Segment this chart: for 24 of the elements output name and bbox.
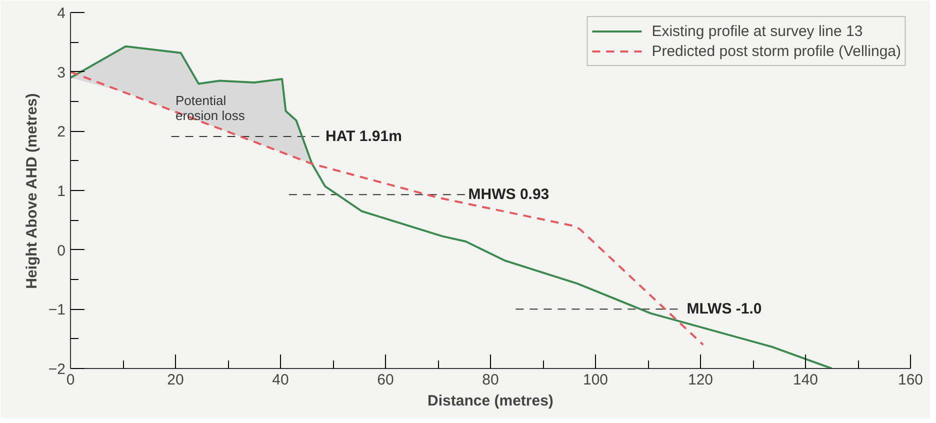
y-axis-title: Height Above AHD (metres) [23, 93, 40, 289]
y-tick-label: 0 [57, 242, 66, 260]
ref-line-label: HAT 1.91m [326, 128, 402, 146]
y-tick-label: 3 [57, 64, 66, 82]
y-tick-label: −1 [48, 302, 66, 319]
x-tick-label: 40 [272, 372, 289, 388]
x-tick-label: 140 [792, 372, 818, 388]
legend-label: Predicted post storm profile (Vellinga) [652, 42, 901, 60]
x-axis-title: Distance (metres) [428, 392, 554, 410]
y-tick-label: 2 [57, 124, 66, 141]
line-series [70, 45, 833, 368]
x-tick-label: 60 [377, 372, 394, 388]
x-tick-label: 120 [688, 372, 714, 388]
y-tick-label: −2 [48, 361, 66, 378]
x-tick-label: 20 [167, 372, 184, 388]
y-tick-label: 4 [57, 5, 66, 22]
x-tick-label: 100 [582, 372, 608, 388]
x-tick-label: 80 [482, 372, 499, 388]
y-tick-label: 1 [57, 183, 66, 200]
ref-line-label: MHWS 0.93 [468, 186, 550, 204]
annotation: Potential erosion loss [176, 93, 246, 123]
x-tick-label: 160 [898, 372, 924, 388]
legend-label: Existing profile at survey line 13 [652, 22, 863, 40]
ref-line-label: MLWS -1.0 [686, 300, 762, 318]
